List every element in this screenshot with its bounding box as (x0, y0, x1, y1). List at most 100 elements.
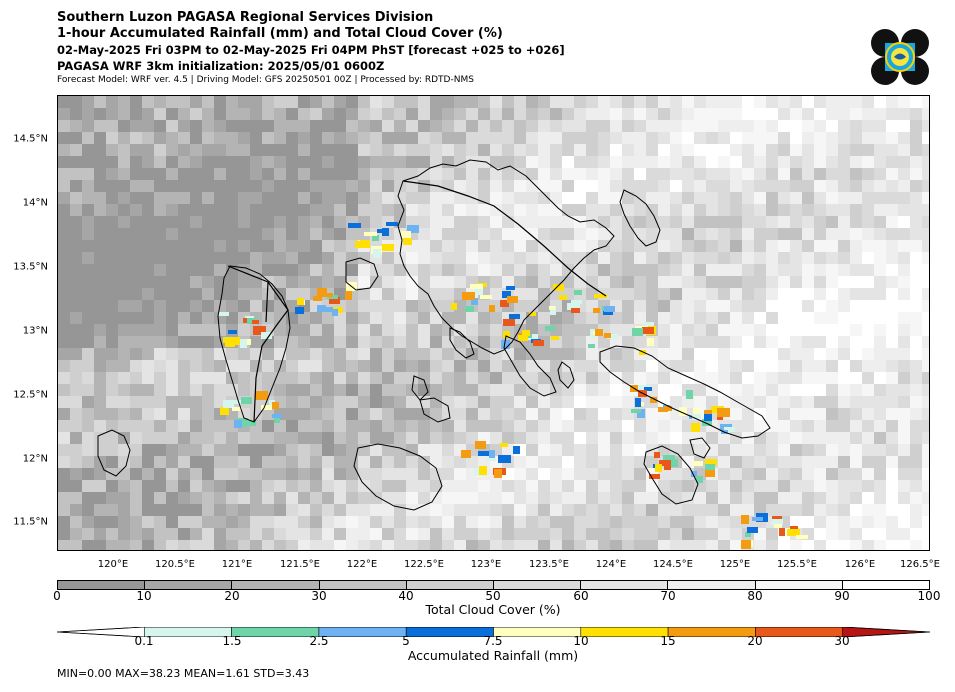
cloud-cell (670, 324, 682, 336)
cloud-cell (298, 360, 310, 372)
cloud-cell (718, 324, 730, 336)
cloud-cell (130, 372, 142, 384)
cloud-cell (274, 504, 286, 516)
cloud-cell (274, 120, 286, 132)
rain-cell (489, 450, 495, 458)
cloud-cell (454, 528, 466, 540)
cloud-cell (850, 492, 862, 504)
cloud-cell (418, 96, 430, 108)
cloud-cell (154, 312, 166, 324)
rain-colorbar-segment (580, 627, 669, 637)
cloud-tick: 10 (136, 589, 152, 603)
cloud-cell (610, 108, 622, 120)
cloud-cell (874, 456, 886, 468)
cloud-cell (70, 480, 82, 492)
cloud-cell (538, 360, 550, 372)
cloud-cell (634, 300, 646, 312)
cloud-cell (442, 228, 454, 240)
cloud-cell (70, 360, 82, 372)
cloud-cell (826, 420, 838, 432)
cloud-cell (886, 336, 898, 348)
rain-colorbar-label: Accumulated Rainfall (mm) (407, 648, 579, 663)
cloud-cell (238, 240, 250, 252)
cloud-cell (634, 144, 646, 156)
rain-cell (317, 305, 326, 312)
cloud-cell (418, 288, 430, 300)
cloud-cell (622, 492, 634, 504)
cloud-cell (754, 384, 766, 396)
cloud-cell (478, 480, 490, 492)
cloud-cell (526, 480, 538, 492)
cloud-cell (118, 408, 130, 420)
cloud-cell (442, 420, 454, 432)
cloud-cell (910, 96, 922, 108)
cloud-cell (130, 240, 142, 252)
coastline-leyte (643, 445, 699, 505)
cloud-cell (70, 456, 82, 468)
cloud-cell (430, 132, 442, 144)
cloud-cell (586, 252, 598, 264)
cloud-cell (118, 108, 130, 120)
cloud-cell (610, 288, 622, 300)
cloud-cell (202, 480, 214, 492)
cloud-cell (922, 408, 929, 420)
cloud-cell (406, 120, 418, 132)
cloud-cell (718, 132, 730, 144)
cloud-cell (598, 504, 610, 516)
cloud-cell (94, 216, 106, 228)
cloud-cell (82, 408, 94, 420)
cloud-cell (898, 96, 910, 108)
cloud-cell (346, 156, 358, 168)
cloud-cell (382, 396, 394, 408)
cloud-cell (766, 168, 778, 180)
rain-tick: 0.1 (134, 634, 154, 648)
cloud-cell (826, 336, 838, 348)
cloud-cell (202, 444, 214, 456)
cloud-cell (118, 144, 130, 156)
cloud-cell (406, 204, 418, 216)
cloud-cell (718, 240, 730, 252)
cloud-cell (514, 144, 526, 156)
cloud-cell (826, 240, 838, 252)
cloud-cell (334, 240, 346, 252)
cloud-cell (718, 96, 730, 108)
cloud-cell (886, 456, 898, 468)
cloud-cell (334, 432, 346, 444)
cloud-cell (130, 204, 142, 216)
cloud-cell (706, 132, 718, 144)
cloud-cell (262, 156, 274, 168)
cloud-cell (142, 432, 154, 444)
cloud-cell (454, 492, 466, 504)
cloud-cell (82, 300, 94, 312)
cloud-cell (574, 456, 586, 468)
cloud-cell (166, 540, 178, 550)
cloud-cell (262, 300, 274, 312)
cloud-cell (814, 168, 826, 180)
cloud-cell (550, 96, 562, 108)
cloud-cell (478, 324, 490, 336)
rain-colorbar-segment (144, 627, 232, 637)
cloud-cell (874, 144, 886, 156)
cloud-cell (490, 432, 502, 444)
cloud-cell (598, 528, 610, 540)
cloud-cell (214, 528, 226, 540)
cloud-cell (94, 168, 106, 180)
cloud-cell (298, 396, 310, 408)
cloud-cell (538, 228, 550, 240)
cloud-cell (58, 348, 70, 360)
cloud-cell (238, 384, 250, 396)
cloud-cell (634, 528, 646, 540)
cloud-cell (526, 192, 538, 204)
cloud-cell (298, 528, 310, 540)
cloud-cell (394, 156, 406, 168)
cloud-cell (106, 180, 118, 192)
cloud-cell (346, 120, 358, 132)
cloud-cell (706, 516, 718, 528)
cloud-cell (874, 384, 886, 396)
cloud-cell (598, 228, 610, 240)
cloud-cell (586, 432, 598, 444)
cloud-cell (778, 420, 790, 432)
cloud-cell (634, 240, 646, 252)
cloud-cell (838, 324, 850, 336)
cloud-cell (658, 312, 670, 324)
